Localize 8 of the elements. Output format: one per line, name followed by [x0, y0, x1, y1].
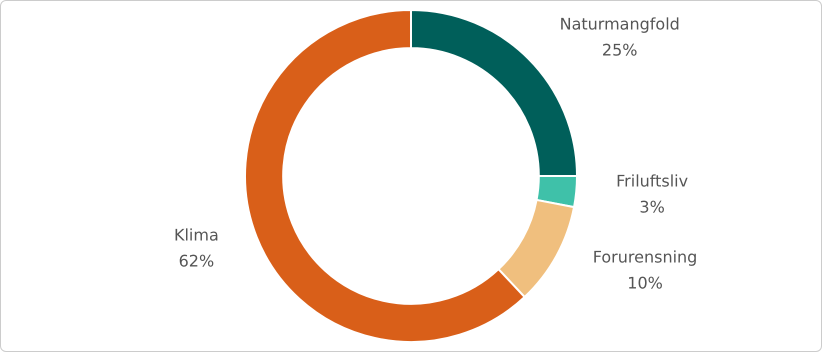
slice-label: Forurensning — [592, 248, 698, 267]
data-label: 25% — [602, 40, 638, 60]
data-label: 3% — [639, 198, 665, 217]
data-label: 10% — [627, 274, 663, 293]
slice-label: Friluftsliv — [616, 172, 688, 191]
slice-label: Naturmangfold — [560, 14, 680, 34]
data-label: 62% — [178, 251, 214, 270]
slice-label: Klima — [174, 225, 219, 244]
